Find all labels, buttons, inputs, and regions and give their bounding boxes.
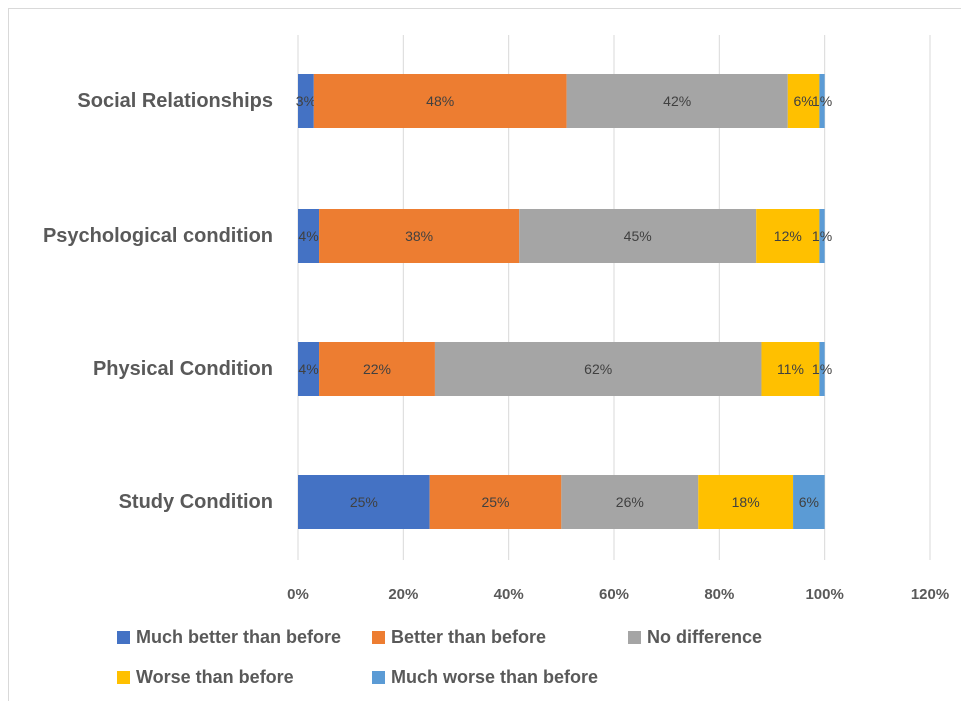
- data-label: 25%: [481, 494, 509, 510]
- legend-label: No difference: [647, 627, 763, 647]
- bar-segment: [298, 475, 430, 529]
- legend-swatch: [372, 631, 385, 644]
- legend-label: Much better than before: [136, 627, 342, 647]
- legend-item: Much worse than before: [372, 667, 598, 688]
- bar-segment: [819, 209, 825, 263]
- data-label: 12%: [774, 228, 802, 244]
- chart-frame: [8, 8, 961, 701]
- data-label: 6%: [799, 494, 819, 510]
- x-tick-label: 60%: [598, 586, 630, 603]
- bar-segment: [319, 209, 520, 263]
- data-label: 26%: [616, 494, 644, 510]
- legend-swatch: [117, 671, 130, 684]
- legend-swatch: [372, 671, 385, 684]
- bar-segment: [561, 475, 699, 529]
- legend-label: Better than before: [391, 627, 547, 647]
- bar-segment: [819, 74, 825, 128]
- bar-segment: [434, 342, 762, 396]
- bar-segment: [429, 475, 562, 529]
- bar-segment: [756, 209, 820, 263]
- legend-label: Much worse than before: [391, 667, 599, 687]
- data-label: 48%: [426, 93, 454, 109]
- data-label: 62%: [584, 361, 612, 377]
- bar-segment: [298, 209, 320, 263]
- legend-item: Worse than before: [117, 667, 294, 688]
- legend-label: Worse than before: [136, 667, 294, 687]
- bar-segment: [298, 342, 320, 396]
- data-label: 22%: [363, 361, 391, 377]
- data-label: 18%: [732, 494, 760, 510]
- legend-item: No difference: [628, 627, 762, 648]
- x-tick-label: 40%: [493, 586, 524, 603]
- bar-segment: [298, 74, 314, 128]
- data-label: 4%: [298, 228, 318, 244]
- data-label: 6%: [793, 93, 813, 109]
- bar-segment: [698, 475, 794, 529]
- x-tick-label: 0%: [287, 586, 309, 603]
- data-label: 1%: [812, 228, 832, 244]
- bar-segment: [761, 342, 820, 396]
- bar-segment: [566, 74, 788, 128]
- category-label: Psychological condition: [42, 225, 273, 247]
- category-label: Study Condition: [118, 491, 273, 513]
- data-label: 4%: [298, 361, 318, 377]
- category-label: Social Relationships: [77, 90, 273, 112]
- legend-item: Much better than before: [117, 627, 341, 648]
- x-tick-label: 100%: [805, 586, 844, 603]
- bar-segment: [313, 74, 567, 128]
- x-tick-label: 20%: [388, 586, 419, 603]
- legend-swatch: [117, 631, 130, 644]
- bar-segment: [787, 74, 820, 128]
- data-label: 1%: [812, 361, 832, 377]
- bar-segment: [793, 475, 825, 529]
- legend-swatch: [628, 631, 641, 644]
- data-label: 45%: [624, 228, 652, 244]
- data-label: 11%: [777, 361, 804, 377]
- bar-segment: [819, 342, 825, 396]
- x-tick-label: 80%: [704, 586, 735, 603]
- legend-item: Better than before: [372, 627, 546, 648]
- data-label: 42%: [663, 93, 691, 109]
- data-label: 3%: [296, 93, 316, 109]
- data-label: 38%: [405, 228, 433, 244]
- x-tick-label: 120%: [910, 586, 950, 603]
- bar-segment: [519, 209, 757, 263]
- category-label: Physical Condition: [92, 358, 273, 380]
- data-label: 1%: [812, 93, 832, 109]
- data-label: 25%: [350, 494, 378, 510]
- bar-segment: [319, 342, 435, 396]
